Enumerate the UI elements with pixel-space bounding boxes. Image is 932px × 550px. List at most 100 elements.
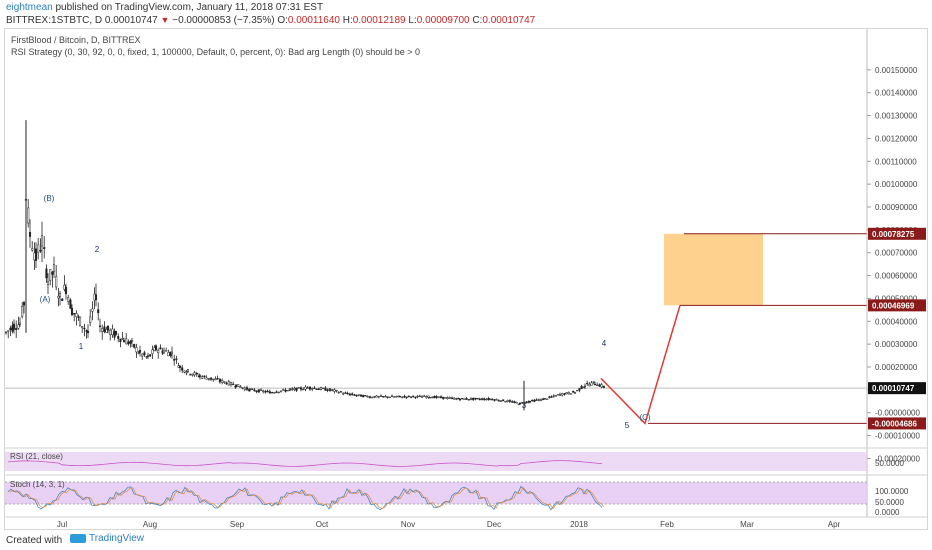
tradingview-logo-icon [70,533,86,543]
candle-body [572,390,575,393]
tradingview-brand[interactable]: TradingView [70,533,144,544]
candle-body [344,392,347,394]
chart-legend: FirstBlood / Bitcoin, D, BITTREX RSI Str… [11,34,420,58]
candle-body [273,392,276,394]
publish-line: eightmean published on TradingView.com, … [6,2,323,13]
candle-body [86,330,90,333]
candle-body [561,393,564,396]
time-axis: Jul Aug Sep Oct Nov Dec 2018 Feb Mar Apr [57,520,841,529]
candle-body [51,271,54,275]
candle-body [567,391,570,395]
candle-body [105,329,108,333]
price-label-text: 0.00078275 [872,230,915,239]
candle-body [583,385,587,388]
candle-body [416,395,419,398]
candle-body [117,336,120,339]
price-label-bg [868,382,926,395]
candle-body [513,401,516,403]
candle-body [393,396,396,398]
time-tick-label: 2018 [570,520,588,529]
candle-body [64,286,68,295]
candle-body [317,388,320,390]
candle-body [9,327,12,331]
candle-body [548,396,551,398]
candle-body [295,387,298,391]
candle-body [521,402,524,404]
candle-body [22,302,26,306]
candle-body [31,248,34,251]
price-label-text: -0.00004686 [872,419,917,428]
candle-body [373,396,376,398]
candle-body [593,383,597,386]
candle-body [322,387,325,390]
candle-body [130,340,134,342]
price-label-tag: 0.00046969 [868,299,926,312]
wave-label: 5 [625,421,630,430]
candle-body [433,396,436,399]
candle-body [221,379,224,383]
candle-body [576,389,579,392]
price-tick-label: 0.00110000 [875,157,917,166]
candle-body [271,391,274,394]
candle-body [355,394,358,397]
candle-body [450,397,454,399]
price-tick-label: -0.00020000 [875,454,920,463]
candle-body [81,326,84,329]
candle-body [282,389,285,391]
candle-body [275,391,278,393]
candle-body [326,389,329,391]
price-tick-label: 0.00090000 [875,203,918,212]
candle-body [17,324,20,329]
wave-label: 2 [95,245,100,254]
candle-body [537,399,540,401]
candle-body [7,330,10,332]
candle-body [205,377,208,380]
candle-body [89,316,92,323]
candle-body [351,393,354,396]
candle-body [377,396,380,398]
candle-body [446,397,449,399]
candle-body [109,329,112,336]
wave-label: 4 [602,339,607,348]
candle-body [98,325,102,327]
candle-body [125,338,128,345]
close-label: C: [472,15,483,26]
candle-body [600,384,603,388]
candle-body [198,375,202,377]
candle-body [337,392,340,394]
candles [4,120,605,411]
candle-body [315,388,318,390]
candle-body [384,396,387,398]
candle-body [333,389,336,392]
candle-body [149,354,152,357]
brand-label: TradingView [89,533,145,544]
candle-body [328,389,332,391]
candle-body [135,347,138,353]
candle-body [398,395,402,398]
author-link[interactable]: eightmean [6,2,53,13]
candle-body [580,385,583,389]
candle-body [55,276,58,288]
price-label-bg [868,299,926,312]
candle-body [439,396,443,398]
candle-body [103,326,106,333]
chart-frame [4,28,928,530]
candle-body [563,393,566,395]
candle-body [480,398,484,400]
candle-body [405,396,408,398]
rsi-tick-label: 50.0000 [875,459,904,468]
candle-body [401,396,404,399]
candle-body [375,395,378,398]
candle-body [264,391,267,393]
candle-body [4,331,8,334]
candle-body [588,384,591,387]
candle-body [437,396,440,398]
candle-body [251,388,254,390]
price-tick-label: 0.00070000 [875,249,918,258]
candle-body [186,369,190,372]
candle-body [279,390,283,392]
created-with-text: Created with [6,535,63,546]
candle-body [499,400,503,402]
candle-body [311,388,314,390]
